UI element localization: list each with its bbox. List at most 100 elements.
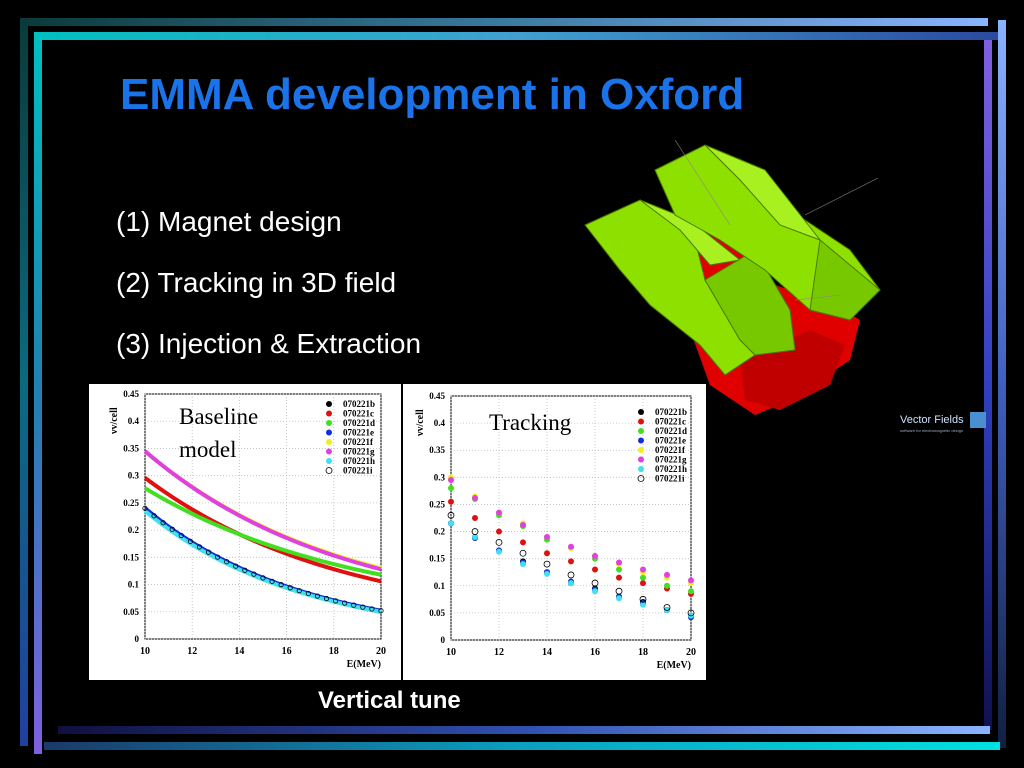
- data-point: [639, 595, 647, 603]
- legend-label: 070221f: [343, 437, 374, 447]
- data-point: [448, 485, 454, 492]
- data-point: [472, 515, 478, 521]
- y-tick-label: 0.15: [123, 552, 139, 562]
- legend-marker: [638, 418, 644, 425]
- data-point: [472, 533, 478, 540]
- data-point: [616, 559, 622, 566]
- chart-annotation: Tracking: [489, 410, 572, 435]
- data-point: [567, 571, 575, 579]
- data-point: [568, 558, 574, 565]
- data-point: [568, 543, 574, 550]
- y-tick-label: 0.1: [434, 581, 446, 591]
- legend-label: 070221f: [655, 445, 686, 455]
- data-point: [640, 580, 646, 587]
- data-point: [296, 588, 302, 594]
- data-point: [591, 579, 599, 587]
- x-tick-label: 14: [234, 646, 244, 657]
- series-070221h: 070221h: [448, 464, 694, 619]
- legend-marker: [638, 466, 644, 472]
- series-070221g: 070221g: [143, 447, 382, 572]
- data-point: [287, 585, 293, 591]
- data-point: [688, 577, 694, 584]
- top-border-bar-inner: [34, 32, 1000, 40]
- y-tick-label: 0: [441, 635, 446, 645]
- data-point: [242, 567, 248, 573]
- y-tick-label: 0.2: [128, 525, 140, 535]
- data-point: [187, 538, 193, 544]
- vector-fields-logo: Vector Fields software for electromagnet…: [900, 412, 986, 433]
- data-point: [520, 561, 526, 568]
- data-point: [592, 588, 598, 595]
- x-tick-label: 18: [638, 647, 648, 658]
- x-tick-label: 12: [187, 646, 197, 657]
- y-tick-label: 0.45: [123, 389, 139, 399]
- y-tick-label: 0: [135, 634, 140, 644]
- series-070221i: 070221i: [142, 466, 384, 614]
- legend-label: 070221d: [655, 426, 687, 436]
- data-point: [544, 550, 550, 557]
- data-point: [568, 580, 574, 587]
- legend-marker: [326, 429, 332, 436]
- series-line: [143, 486, 382, 577]
- data-point: [496, 509, 502, 516]
- y-tick-label: 0.25: [123, 498, 139, 508]
- chart-annotation: Baseline model: [179, 404, 258, 462]
- data-point: [314, 593, 321, 599]
- data-point: [592, 566, 598, 573]
- data-point: [323, 595, 330, 602]
- legend-marker: [326, 439, 332, 445]
- data-point: [616, 566, 622, 573]
- data-point: [305, 590, 311, 597]
- data-point: [495, 538, 503, 546]
- x-tick-label: 10: [140, 646, 150, 657]
- series-070221h: 070221h: [143, 456, 382, 614]
- data-point: [688, 588, 694, 595]
- y-tick-label: 0.35: [123, 443, 139, 453]
- data-point: [448, 520, 454, 527]
- data-point: [233, 563, 239, 569]
- data-point: [251, 571, 257, 577]
- data-point: [333, 598, 339, 604]
- figure-caption: Vertical tune: [318, 687, 461, 714]
- y-tick-label: 0.3: [434, 472, 446, 482]
- y-tick-label: 0.2: [434, 527, 446, 537]
- bottom-border-bar: [58, 726, 990, 734]
- data-point: [378, 608, 384, 614]
- legend-marker: [637, 475, 645, 482]
- annotation-line: model: [179, 437, 237, 462]
- y-tick-label: 0.1: [128, 580, 140, 590]
- data-point: [592, 552, 598, 559]
- y-tick-label: 0.15: [429, 554, 445, 564]
- x-tick-label: 18: [329, 646, 339, 657]
- x-axis-label: E(MeV): [347, 659, 381, 670]
- left-border-bar: [20, 18, 28, 746]
- y-tick-label: 0.45: [429, 391, 445, 401]
- legend-label: 070221g: [655, 455, 687, 465]
- legend-marker: [325, 467, 333, 474]
- y-tick-label: 0.05: [123, 607, 139, 617]
- data-point: [369, 606, 375, 612]
- legend-marker: [638, 428, 644, 434]
- series-line: [143, 449, 382, 572]
- magnet-axis-lines: [674, 139, 879, 301]
- data-point: [178, 532, 184, 539]
- data-point: [260, 575, 266, 581]
- baseline-chart-panel: 0 0.05 0.1 0.15 0.2 0.25 0.3 0.35 0.4 0.45 10 12 14 1…: [89, 384, 401, 680]
- x-tick-label: 20: [686, 647, 696, 658]
- data-point: [215, 554, 221, 560]
- legend-marker: [326, 410, 332, 417]
- data-point: [142, 505, 148, 511]
- data-point: [664, 582, 670, 589]
- y-tick-label: 0.05: [429, 608, 445, 618]
- right-border-bar-outer: [998, 20, 1006, 748]
- data-point: [342, 600, 348, 606]
- data-point: [519, 549, 527, 557]
- legend-label: 070221i: [343, 466, 373, 476]
- data-point: [496, 528, 502, 535]
- series-070221i: 070221i: [447, 474, 695, 617]
- data-point: [663, 604, 671, 611]
- data-point: [687, 609, 695, 617]
- y-tick-label: 0.35: [429, 445, 445, 455]
- legend-marker: [326, 448, 332, 455]
- data-point: [196, 544, 203, 550]
